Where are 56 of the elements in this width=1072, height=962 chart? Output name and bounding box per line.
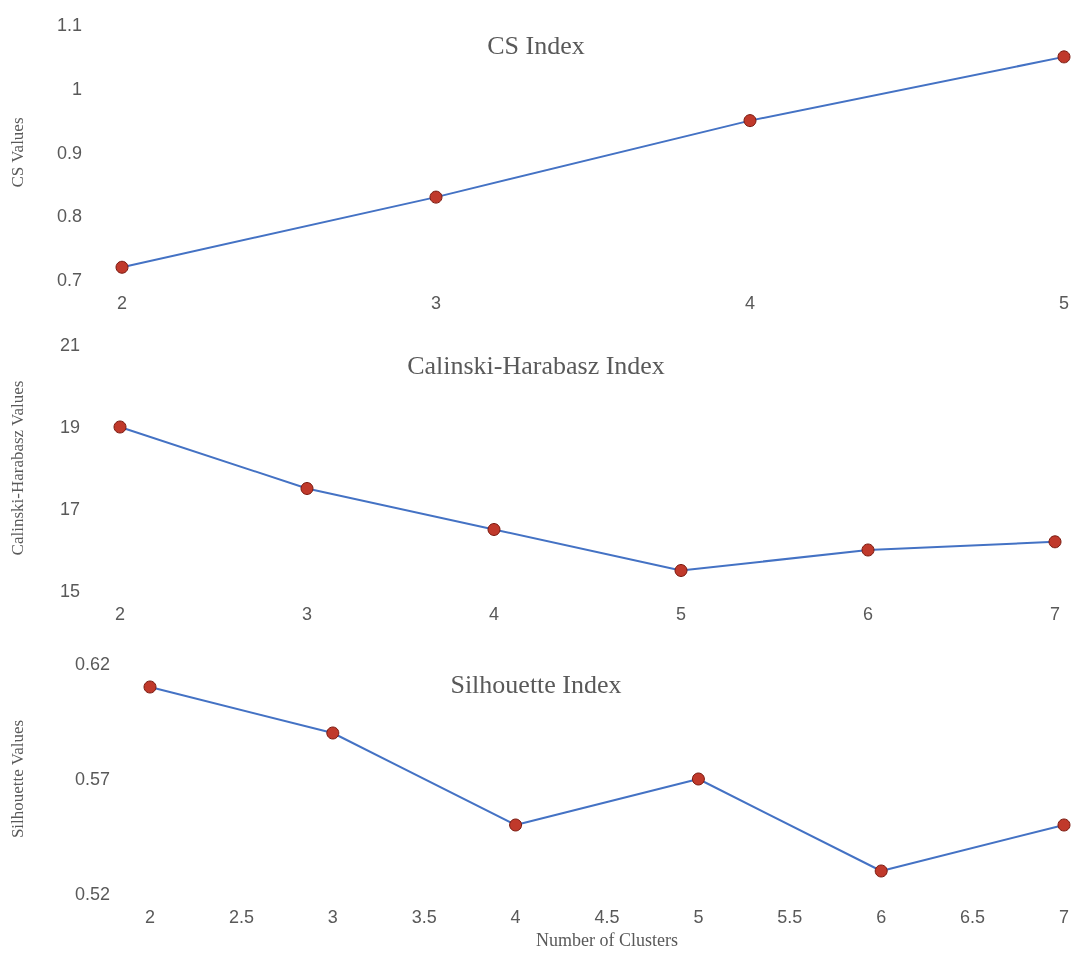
point: [143, 680, 157, 694]
y-tick-label: 0.8: [56, 206, 82, 227]
x-tick-label: 3: [430, 293, 442, 313]
x-tick-label: 2.5: [228, 907, 254, 927]
x-tick-label: 7: [1058, 907, 1069, 927]
x-tick-label: 3: [327, 907, 338, 927]
y-tick-label: 17: [59, 499, 80, 519]
chart-title: Calinski-Harabasz Index: [407, 350, 665, 380]
y-tick-label: 15: [59, 581, 80, 601]
x-tick-label: 6: [862, 604, 874, 624]
chart-title: CS Index: [487, 30, 585, 60]
point: [429, 190, 443, 204]
x-tick-label: 5: [693, 907, 704, 927]
x-tick-label: 2: [114, 604, 126, 624]
point: [115, 260, 129, 274]
x-tick-label: 5: [675, 604, 687, 624]
point: [1057, 818, 1071, 832]
point: [861, 543, 875, 557]
y-axis-title: CS Values: [8, 117, 27, 188]
x-tick-label: 6: [876, 907, 887, 927]
point: [874, 864, 888, 878]
x-tick-label: 3.5: [411, 907, 437, 927]
x-tick-label: 5: [1058, 293, 1069, 313]
x-tick-label: 4: [488, 604, 500, 624]
point: [487, 523, 501, 536]
x-tick-label: 7: [1049, 604, 1061, 624]
point: [300, 482, 314, 495]
y-axis-title: Silhouette Values: [8, 719, 27, 839]
x-tick-label: 4.5: [594, 907, 620, 927]
y-axis-title: Calinski-Harabasz Values: [8, 380, 27, 556]
y-tick-label: 0.9: [56, 142, 82, 163]
point: [1048, 535, 1062, 549]
point: [674, 564, 688, 577]
y-tick-label: 0.7: [56, 270, 82, 290]
point: [1057, 50, 1071, 64]
x-tick-label: 6.5: [960, 907, 986, 927]
point: [509, 818, 523, 832]
y-tick-label: 1: [71, 78, 82, 99]
y-tick-label: 1.1: [56, 15, 82, 35]
x-axis-title: Number of Clusters: [536, 929, 678, 950]
x-tick-label: 2: [116, 293, 128, 313]
x-tick-label: 4: [510, 907, 521, 927]
point: [113, 420, 127, 434]
x-tick-label: 5.5: [777, 907, 803, 927]
y-tick-label: 21: [59, 335, 80, 355]
x-tick-label: 4: [744, 293, 755, 313]
y-tick-label: 0.52: [74, 884, 110, 904]
point: [326, 726, 340, 740]
y-tick-label: 19: [59, 417, 80, 437]
y-tick-label: 0.62: [74, 654, 110, 674]
point: [743, 114, 757, 128]
x-tick-label: 2: [144, 907, 156, 927]
point: [691, 772, 705, 786]
y-tick-label: 0.57: [74, 769, 110, 789]
chart-title: Silhouette Index: [450, 669, 622, 699]
x-tick-label: 3: [301, 604, 313, 624]
